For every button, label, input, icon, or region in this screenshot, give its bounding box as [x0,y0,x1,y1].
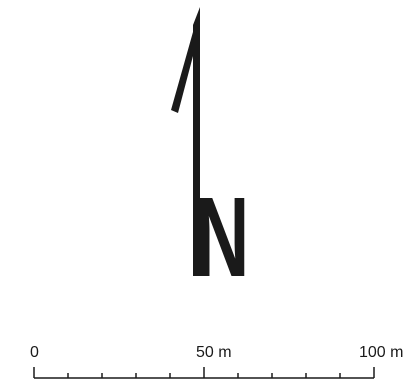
scale-bar [33,367,375,379]
scale-label-100: 100 m [359,344,404,361]
north-arrow-icon: N [171,7,249,301]
north-arrow-head-barb [171,32,193,113]
north-letter: N [195,175,250,301]
scale-label-0: 0 [30,344,39,361]
north-arrow-shaft [193,7,200,276]
scale-label-50: 50 m [196,344,232,361]
